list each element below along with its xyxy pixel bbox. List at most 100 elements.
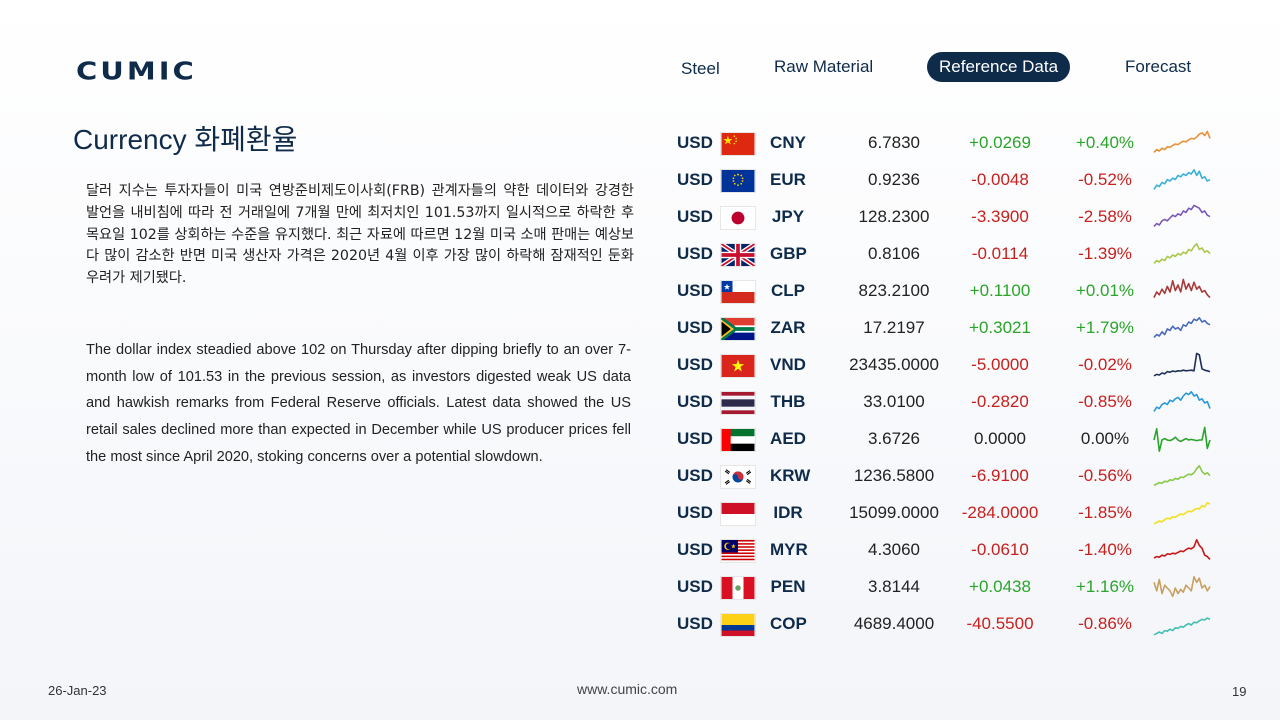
rate-row-cny: USD CNY 6.7830 +0.0269 +0.40% [670,126,1230,163]
page-title: Currency 화폐환율 [73,124,298,155]
sparkline-line [1153,576,1211,598]
rate-change: -5.0000 [971,355,1029,374]
rate-value: 6.7830 [868,133,920,152]
sparkline-line [1153,617,1211,636]
pe-flag [720,576,756,600]
english-paragraph: The dollar index steadied above 102 on T… [86,342,631,465]
sparkline-line [1153,539,1211,560]
base-currency: USD [677,281,713,300]
tab-forecast[interactable]: Forecast [1125,57,1192,76]
base-currency: USD [677,540,713,559]
rate-row-aed: USD AED 3.6726 0.0000 0.00% [670,422,1230,459]
co-flag [720,613,756,637]
rate-value: 0.8106 [868,244,920,263]
rate-change: -0.0610 [971,540,1029,559]
rate-row-pen: USD PEN 3.8144 +0.0438 +1.16% [670,570,1230,607]
rate-change: -284.0000 [961,503,1039,522]
sparkline-cop [1153,617,1211,636]
currency-code: THB [770,392,806,411]
sparkline-aed [1153,426,1211,453]
rate-change: +0.1100 [969,281,1031,300]
sparkline-line [1153,426,1211,453]
rate-change-percent: +1.16% [1075,577,1135,596]
tab-raw-material[interactable]: Raw Material [774,57,874,76]
cl-flag [720,280,756,304]
rate-row-vnd: USD VND 23435.0000 -5.0000 -0.02% [670,348,1230,385]
base-currency: USD [677,577,713,596]
rate-change: -0.0114 [971,244,1029,263]
currency-code: EUR [770,170,806,189]
rate-row-eur: USD EUR 0.9236 -0.0048 -0.52% [670,163,1230,200]
rate-change-percent: +1.79% [1075,318,1135,337]
rate-value: 23435.0000 [849,355,939,374]
rate-value: 823.2100 [858,281,930,300]
base-currency: USD [677,355,713,374]
rate-value: 3.8144 [868,577,920,596]
sparkline-line [1153,278,1211,299]
currency-code: CNY [770,133,806,152]
jp-flag [720,206,756,230]
currency-code: GBP [770,244,807,263]
rate-change: -0.0048 [971,170,1029,189]
currency-table: USD CNY 6.7830 +0.0269 +0.40% USD EUR 0.9236 -0.… [670,126,1230,644]
sparkline-line [1153,130,1211,153]
sparkline-thb [1153,391,1211,412]
rate-value: 33.0100 [863,392,925,411]
currency-code: PEN [770,577,806,596]
page-number: 19 [1232,684,1247,699]
base-currency: USD [677,318,713,337]
id-flag [720,502,756,526]
top-nav: Steel Raw Material Reference Data Foreca… [0,52,1280,82]
cn-flag [720,132,756,156]
th-flag [720,391,756,415]
footer-url[interactable]: www.cumic.com [577,681,678,697]
cumic-logo: CUMIC [76,56,197,86]
sparkline-jpy [1153,204,1211,227]
sparkline-line [1153,204,1211,227]
rate-change-percent: +0.01% [1075,281,1135,300]
rate-change: +0.0438 [969,577,1031,596]
sparkline-zar [1153,317,1211,338]
rate-change-percent: -1.40% [1078,540,1132,559]
rate-row-clp: USD CLP 823.2100 +0.1100 +0.01% [670,274,1230,311]
korean-paragraph: 달러 지수는 투자자들이 미국 연방준비제도이사회(FRB) 관계자들의 약한 … [86,183,634,287]
za-flag [720,317,756,341]
gb-flag [720,243,756,267]
tab-steel[interactable]: Steel [681,59,720,78]
currency-code: JPY [771,207,805,226]
rate-change: -6.9100 [971,466,1029,485]
tab-reference-data[interactable]: Reference Data [927,52,1071,82]
rate-change-percent: -0.86% [1078,614,1132,633]
ae-flag [720,428,756,452]
currency-code: KRW [770,466,811,485]
base-currency: USD [677,170,713,189]
rate-change-percent: -1.39% [1078,244,1132,263]
rate-row-thb: USD THB 33.0100 -0.2820 -0.85% [670,385,1230,422]
rate-change: -3.3900 [971,207,1029,226]
sparkline-line [1153,317,1211,338]
rate-value: 1236.5800 [853,466,935,485]
rate-change-percent: -0.02% [1078,355,1132,374]
currency-code: VND [770,355,806,374]
rate-change-percent: -0.85% [1078,392,1132,411]
rate-change: -0.2820 [971,392,1029,411]
footer-date: 26-Jan-23 [48,683,107,698]
sparkline-pen [1153,576,1211,598]
rate-change: 0.0000 [974,429,1026,448]
my-flag [720,539,756,563]
rate-row-zar: USD ZAR 17.2197 +0.3021 +1.79% [670,311,1230,348]
rate-change-percent: -0.52% [1078,170,1132,189]
base-currency: USD [677,207,713,226]
rate-change-percent: 0.00% [1080,429,1130,448]
rate-value: 4.3060 [868,540,920,559]
sparkline-line [1153,465,1211,487]
currency-code: ZAR [770,318,806,337]
rate-value: 128.2300 [858,207,930,226]
sparkline-gbp [1153,243,1211,264]
sparkline-idr [1153,502,1211,525]
rate-change: -40.5500 [966,614,1034,633]
rate-change-percent: -2.58% [1078,207,1132,226]
base-currency: USD [677,429,713,448]
rate-row-jpy: USD JPY 128.2300 -3.3900 -2.58% [670,200,1230,237]
base-currency: USD [677,614,713,633]
